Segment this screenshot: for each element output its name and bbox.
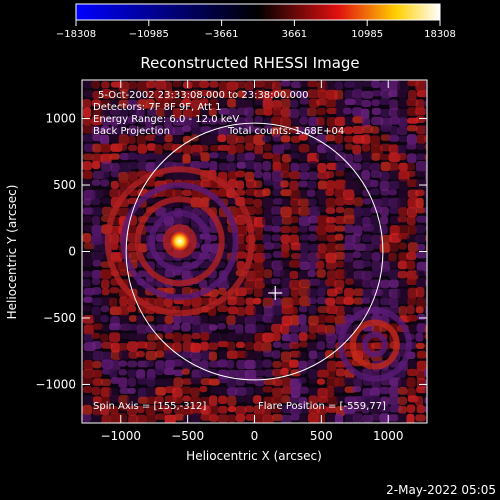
flare-position-label: Flare Position = [-559,77] — [258, 401, 386, 412]
chart-title: Reconstructed RHESSI Image — [140, 54, 359, 72]
flare-source — [167, 229, 192, 254]
method-label: Back Projection — [93, 126, 170, 137]
spin-axis-marker — [268, 285, 283, 300]
colorbar-tick-label: 18308 — [424, 29, 456, 40]
y-tick-label: 1000 — [45, 112, 76, 126]
colorbar-ticks: −18308 −10985 −3661 3661 10985 18308 — [56, 20, 456, 40]
x-axis: −1000 −500 0 500 1000 — [100, 80, 403, 443]
x-tick-label: 500 — [310, 429, 333, 443]
energy-range-label: Energy Range: 6.0 - 12.0 keV — [93, 114, 239, 125]
footer-date: 2-May-2022 05:05 — [386, 483, 496, 497]
colorbar-tick-label: −10985 — [129, 29, 169, 40]
y-axis: −1000 −500 0 500 1000 — [35, 112, 427, 391]
x-axis-label: Heliocentric X (arcsec) — [186, 449, 322, 463]
y-tick-label: −500 — [43, 311, 76, 325]
y-tick-label: 500 — [53, 178, 76, 192]
detectors-label: Detectors: 7F 8F 9F, Att 1 — [93, 102, 221, 113]
solar-limb — [125, 122, 384, 381]
spin-axis-label: Spin Axis = [155,-312] — [93, 401, 206, 412]
x-tick-label: 0 — [251, 429, 259, 443]
total-counts-label: Total counts: 1.68E+04 — [227, 126, 344, 137]
colorbar-tick-label: 10985 — [351, 29, 383, 40]
time-range-label: 5-Oct-2002 23:33:08.000 to 23:38:00.000 — [98, 90, 309, 101]
y-tick-label: −1000 — [35, 377, 76, 391]
x-tick-label: −1000 — [100, 429, 141, 443]
colorbar-tick-label: 3661 — [282, 29, 307, 40]
image-area — [82, 80, 427, 423]
y-axis-label: Heliocentric Y (arcsec) — [5, 185, 19, 320]
y-tick-label: 0 — [68, 245, 76, 259]
colorbar — [75, 3, 441, 21]
colorbar-tick-label: −18308 — [56, 29, 96, 40]
x-tick-label: −500 — [171, 429, 204, 443]
x-tick-label: 1000 — [373, 429, 404, 443]
colorbar-tick-label: −3661 — [205, 29, 239, 40]
